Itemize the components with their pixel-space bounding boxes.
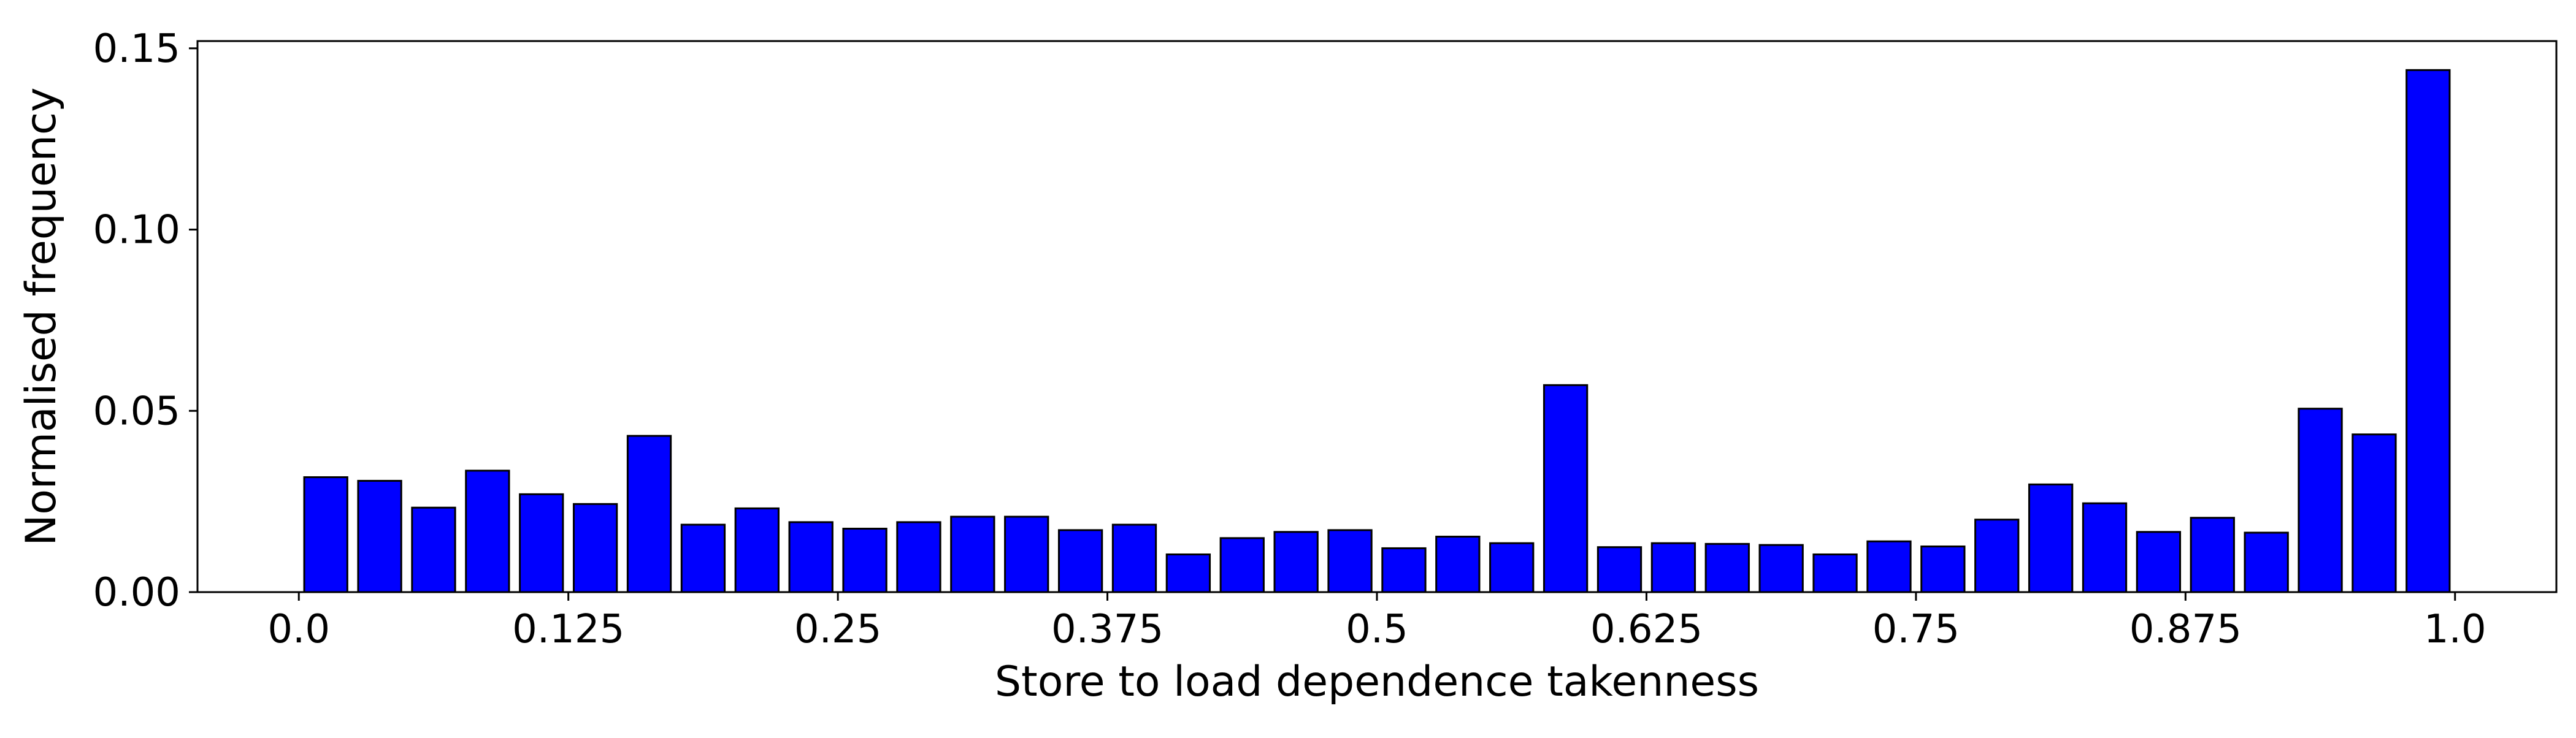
y-tick-label: 0.10 [93,208,181,253]
bar [1057,529,1103,593]
x-axis-label: Store to load dependence takenness [995,658,1759,706]
bar [1920,545,1966,593]
x-axis-ticks: 0.0 0.125 0.25 0.375 0.5 0.625 0.75 0.875 1.0 [267,592,2486,652]
bar [1435,536,1481,593]
bar [626,435,672,593]
bar [842,527,887,593]
y-axis-ticks: 0.00 0.05 0.10 0.15 [93,26,197,615]
bar [950,515,995,593]
bar [680,523,726,593]
x-tick-label: 0.375 [1051,607,1163,652]
bar [1650,542,1696,593]
x-tick-label: 1.0 [2424,607,2486,652]
bar [1004,515,1049,593]
bar [2244,531,2289,593]
bars-layer [303,69,2451,593]
y-tick-label: 0.05 [93,389,181,434]
bar [1758,544,1804,593]
bar [1165,553,1211,593]
x-tick-label: 0.5 [1346,607,1408,652]
bar [2136,531,2182,593]
bar [1327,529,1373,593]
y-tick-label: 0.15 [93,26,181,72]
bar [465,470,510,593]
bar [2405,69,2451,593]
bar [303,476,348,593]
bar [2028,483,2074,593]
x-tick-label: 0.125 [512,607,624,652]
bar [2190,517,2235,593]
x-tick-label: 0.875 [2129,607,2242,652]
bar [896,521,941,593]
x-tick-label: 0.25 [794,607,882,652]
bar [1597,546,1643,593]
bar [1219,537,1265,593]
x-tick-label: 0.75 [1873,607,1960,652]
bar [1381,547,1427,593]
bar [572,503,618,593]
bar [788,521,834,593]
bar [411,506,456,593]
bar [1273,531,1319,593]
bar [1704,542,1750,593]
bar [2298,408,2343,593]
bar [1489,542,1535,593]
bar [2352,433,2397,593]
x-tick-label: 0.0 [267,607,330,652]
bar [1974,519,2020,593]
bar [1111,523,1157,593]
y-tick-label: 0.00 [93,570,181,615]
bar [1543,384,1589,593]
x-tick-label: 0.625 [1590,607,1703,652]
y-axis-label: Normalised frequency [17,87,66,546]
bar [734,507,780,593]
bar [1812,553,1858,593]
bar [2082,502,2128,593]
bar [357,479,402,593]
bar [1866,540,1912,593]
bar [519,493,564,593]
